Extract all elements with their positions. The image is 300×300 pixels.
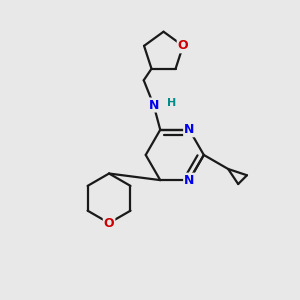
Text: N: N: [184, 174, 194, 187]
Text: O: O: [178, 39, 188, 52]
Text: N: N: [184, 123, 194, 136]
Text: O: O: [104, 217, 114, 230]
Text: N: N: [148, 98, 159, 112]
Text: H: H: [167, 98, 176, 108]
